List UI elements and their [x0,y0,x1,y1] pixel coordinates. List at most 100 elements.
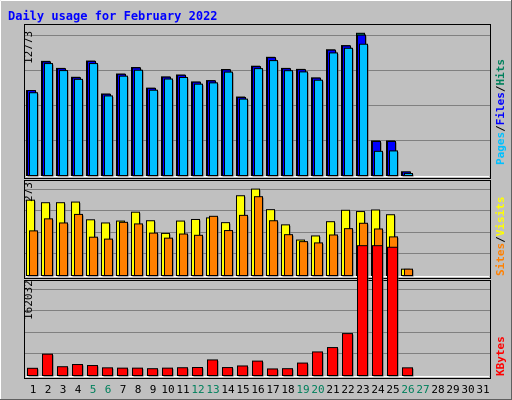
visits-sites-panel [24,180,491,279]
day-label-31: 31 [476,383,489,396]
sites-bar-day-9 [149,232,158,276]
sites-bar-day-10 [164,237,173,276]
pages-bar-day-22 [344,47,353,176]
day-label-2: 2 [45,383,52,396]
middle-legend: Sites/Visits [494,197,507,277]
kbytes-bar-day-2 [42,353,53,376]
kbytes-panel [24,245,491,379]
pages-bar-day-24 [374,150,383,177]
pages-bar-day-7 [119,75,128,176]
top-legend: Pages/Files/Hits [494,59,507,165]
pages-bar-day-2 [44,63,53,176]
pages-bar-day-11 [179,77,188,176]
legend-sites: Sites [494,243,507,276]
kbytes-bar-day-9 [147,368,158,377]
sites-bar-day-15 [239,214,248,276]
chart-title: Daily usage for February 2022 [8,9,218,23]
day-label-20: 20 [311,383,324,396]
day-label-7: 7 [120,383,127,396]
kbytes-bar-day-15 [237,365,248,377]
pages-bar-day-10 [164,78,173,176]
pages-bar-day-12 [194,83,203,176]
bottom-max-label: 162032 [22,280,35,320]
legend-kbytes: KBytes [494,336,507,376]
sites-bar-day-17 [269,220,278,276]
sites-bar-day-20 [314,242,323,276]
kbytes-bar-day-4 [72,364,83,376]
kbytes-bar-day-7 [117,367,128,376]
day-label-24: 24 [371,383,385,396]
day-label-25: 25 [386,383,399,396]
sites-bar-day-3 [59,222,68,276]
kbytes-bar-day-5 [87,365,98,376]
day-label-10: 10 [161,383,174,396]
legend-visits: Visits [494,197,507,237]
sites-bar-day-19 [299,241,308,276]
day-label-11: 11 [176,383,189,396]
day-label-23: 23 [356,383,369,396]
kbytes-bar-day-16 [252,360,263,376]
day-label-16: 16 [251,383,264,396]
kbytes-bar-day-26 [402,367,413,376]
sites-bar-day-11 [179,233,188,277]
sites-bar-day-26 [404,268,413,276]
pages-bar-day-13 [209,82,218,176]
legend-files: Files [494,92,507,125]
kbytes-bar-day-25 [387,246,398,376]
legend-pages: Pages [494,132,507,165]
pages-bar-day-23 [359,43,368,176]
pages-bar-day-9 [149,89,158,176]
kbytes-bar-day-17 [267,368,278,376]
day-label-13: 13 [206,383,219,396]
kbytes-bar-day-10 [162,367,173,376]
sites-bar-day-6 [104,238,113,277]
hits-files-pages-panel [24,24,491,179]
sites-bar-day-21 [329,234,338,277]
sites-bar-day-14 [224,230,233,276]
kbytes-bar-day-19 [297,362,308,376]
day-label-8: 8 [135,383,142,396]
pages-bar-day-17 [269,60,278,177]
sites-bar-day-5 [89,236,98,276]
day-label-1: 1 [30,383,37,396]
middle-max-label: 273 [22,182,35,202]
kbytes-bar-day-14 [222,367,233,376]
sites-bar-day-16 [254,196,263,276]
pages-bar-day-14 [224,71,233,176]
kbytes-bar-day-22 [342,333,353,377]
sites-bar-day-7 [119,221,128,276]
pages-bar-day-19 [299,71,308,176]
kbytes-bar-day-12 [192,367,203,377]
top-max-label: 12773 [22,31,35,64]
day-label-22: 22 [341,383,354,396]
day-label-4: 4 [75,383,82,396]
sites-bar-day-22 [344,228,353,277]
day-label-21: 21 [326,383,339,396]
kbytes-bar-day-24 [372,245,383,376]
day-label-15: 15 [236,383,249,396]
pages-bar-day-6 [104,95,113,176]
day-label-19: 19 [296,383,309,396]
pages-bar-day-5 [89,63,98,176]
pages-bar-day-15 [239,98,248,176]
pages-bar-day-4 [74,78,83,176]
pages-bar-day-8 [134,69,143,176]
sites-bar-day-1 [29,230,38,276]
kbytes-bar-day-23 [357,245,368,376]
legend-separator: / [494,85,507,92]
sites-bar-day-18 [284,234,293,277]
pages-bar-day-16 [254,68,263,176]
kbytes-bar-day-18 [282,368,293,377]
sites-bar-day-4 [74,213,83,277]
day-label-28: 28 [431,383,444,396]
sites-bar-day-8 [134,223,143,277]
legend-hits: Hits [494,59,507,86]
day-label-6: 6 [105,383,112,396]
kbytes-bar-day-20 [312,351,323,377]
day-label-29: 29 [446,383,459,396]
day-label-5: 5 [90,383,97,396]
pages-bar-day-21 [329,52,338,176]
day-label-12: 12 [191,383,204,396]
day-label-30: 30 [461,383,474,396]
pages-bar-day-18 [284,70,293,176]
